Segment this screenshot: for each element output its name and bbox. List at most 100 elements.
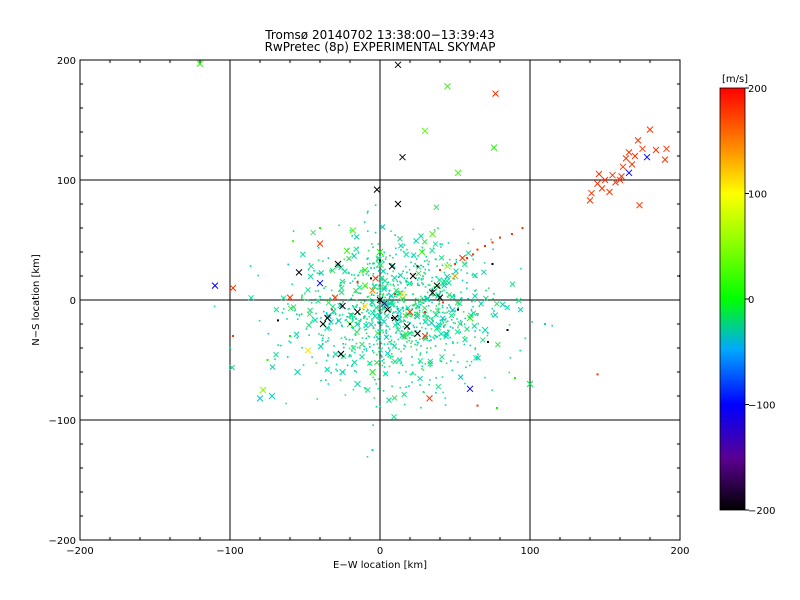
scatter-point-small bbox=[349, 323, 351, 325]
cloud-point bbox=[376, 288, 379, 290]
cloud-point bbox=[311, 316, 314, 319]
cloud-point bbox=[370, 294, 373, 297]
cloud-point bbox=[310, 321, 312, 324]
scatter-point bbox=[316, 240, 324, 247]
cloud-point bbox=[362, 308, 365, 311]
cloud-point bbox=[398, 276, 400, 278]
cloud-point bbox=[410, 373, 413, 375]
cloud-point bbox=[377, 306, 379, 309]
cloud-point bbox=[257, 274, 260, 277]
cloud-point bbox=[402, 310, 405, 312]
cloud-point bbox=[379, 405, 381, 408]
cloud-point bbox=[407, 328, 410, 331]
cloud-point bbox=[350, 345, 357, 351]
cloud-point bbox=[464, 326, 470, 332]
cloud-point bbox=[269, 364, 276, 370]
cloud-point bbox=[385, 325, 388, 327]
cloud-point bbox=[485, 289, 487, 292]
cloud-point bbox=[395, 293, 398, 296]
cloud-point bbox=[373, 267, 376, 269]
cloud-point bbox=[450, 264, 452, 267]
cloud-point bbox=[332, 312, 335, 315]
cloud-point bbox=[387, 355, 389, 358]
cloud-point bbox=[338, 314, 341, 317]
cloud-point bbox=[426, 347, 428, 349]
cloud-point bbox=[422, 302, 425, 304]
cloud-point bbox=[331, 269, 333, 272]
cloud-point bbox=[551, 324, 554, 327]
cloud-point bbox=[457, 326, 459, 329]
scatter-point bbox=[337, 350, 345, 358]
cloud-point bbox=[404, 337, 407, 340]
cloud-point bbox=[486, 334, 489, 337]
cloud-point bbox=[436, 265, 438, 267]
cloud-point bbox=[442, 391, 445, 394]
cloud-point bbox=[379, 289, 382, 291]
scatter-point bbox=[376, 248, 384, 256]
scatter-point bbox=[622, 155, 630, 162]
cloud-point bbox=[431, 317, 434, 319]
cloud-point bbox=[358, 307, 361, 309]
cloud-point bbox=[352, 388, 355, 391]
cloud-point bbox=[433, 325, 436, 327]
cloud-point bbox=[363, 348, 365, 351]
cloud-point bbox=[424, 268, 427, 271]
cloud-point bbox=[349, 354, 351, 356]
cloud-point bbox=[421, 297, 423, 299]
cloud-point bbox=[408, 339, 410, 342]
cloud-point bbox=[303, 298, 306, 301]
cloud-point bbox=[406, 341, 408, 343]
cloud-point bbox=[355, 371, 358, 373]
cloud-point bbox=[448, 329, 450, 332]
cloud-point bbox=[381, 284, 388, 290]
cloud-point bbox=[504, 304, 511, 311]
scatter-points bbox=[196, 60, 680, 451]
cloud-point bbox=[327, 257, 330, 259]
cloud-point bbox=[413, 326, 416, 329]
cloud-point bbox=[371, 318, 373, 320]
cloud-point bbox=[444, 349, 446, 351]
cloud-point bbox=[388, 293, 395, 299]
cloud-point bbox=[287, 305, 294, 312]
scatter-point-small bbox=[511, 233, 513, 235]
cloud-point bbox=[474, 300, 476, 302]
cloud-point bbox=[393, 287, 400, 294]
cloud-point bbox=[324, 285, 327, 288]
scatter-point bbox=[616, 176, 624, 184]
cloud-point bbox=[422, 391, 425, 393]
cloud-point bbox=[411, 364, 414, 366]
cloud-point bbox=[492, 312, 499, 318]
cloud-point bbox=[418, 277, 420, 279]
cloud-point bbox=[359, 327, 361, 329]
cloud-point bbox=[432, 294, 434, 297]
colorbar-tick-label: 100 bbox=[748, 190, 767, 201]
cloud-point bbox=[391, 312, 394, 315]
scatter-point bbox=[526, 380, 534, 388]
cloud-point bbox=[367, 210, 369, 213]
cloud-point bbox=[351, 359, 358, 366]
cloud-point bbox=[396, 280, 399, 283]
cloud-point bbox=[342, 371, 345, 373]
cloud-point bbox=[393, 295, 396, 297]
cloud-point bbox=[323, 310, 325, 313]
cloud-point bbox=[367, 274, 370, 277]
cloud-point bbox=[492, 248, 494, 251]
cloud-point bbox=[366, 230, 369, 232]
cloud-point bbox=[451, 341, 454, 343]
cloud-point bbox=[426, 259, 428, 262]
cloud-point bbox=[388, 340, 390, 343]
cloud-point bbox=[386, 397, 392, 403]
cloud-point bbox=[433, 337, 435, 340]
cloud-point bbox=[350, 297, 353, 300]
cloud-point bbox=[376, 256, 379, 259]
cloud-point bbox=[411, 282, 414, 285]
cloud-point bbox=[411, 371, 414, 374]
cloud-point bbox=[368, 312, 370, 314]
cloud-point bbox=[412, 304, 415, 307]
cloud-point bbox=[416, 279, 419, 281]
scatter-point bbox=[429, 230, 436, 238]
cloud-point bbox=[436, 335, 438, 338]
cloud-point bbox=[361, 268, 364, 271]
scatter-point bbox=[451, 272, 459, 280]
cloud-point bbox=[484, 376, 486, 379]
